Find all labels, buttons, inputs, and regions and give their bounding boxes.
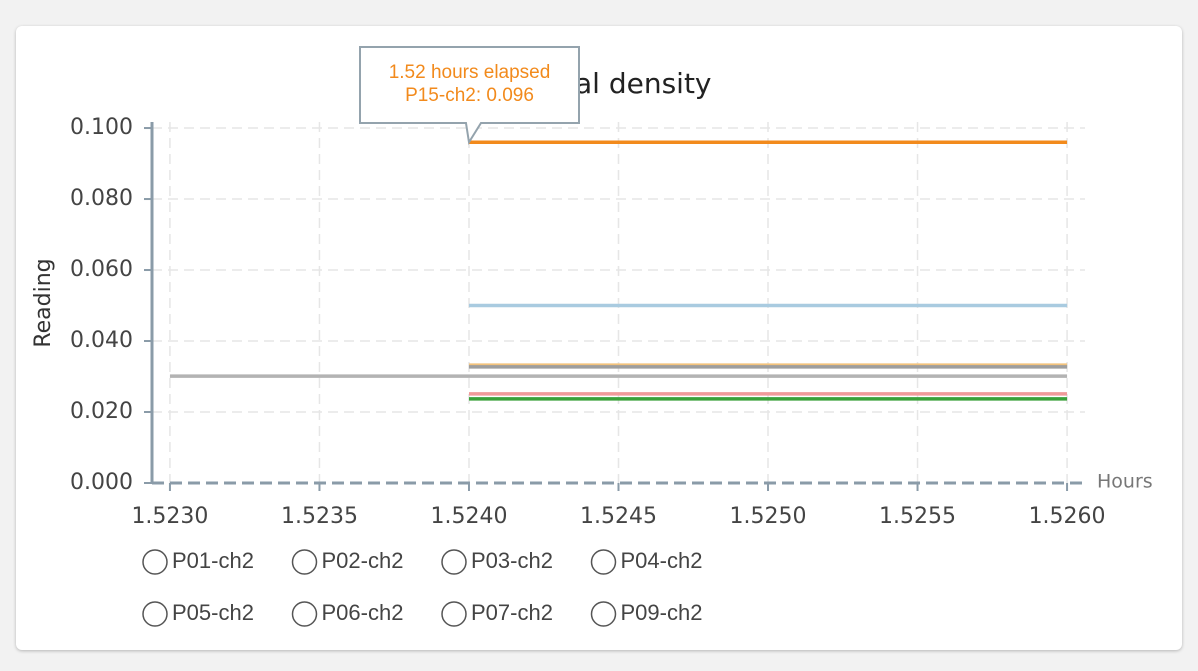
legend-label: P09-ch2 — [621, 600, 703, 625]
y-tick-label: 0.020 — [70, 399, 133, 424]
legend-radio — [441, 549, 467, 575]
legend-label: P05-ch2 — [172, 600, 254, 625]
legend-item[interactable]: P01-ch2 — [142, 548, 254, 575]
y-tick-label: 0.040 — [70, 328, 133, 353]
chart-card — [16, 26, 1182, 650]
legend-label: P04-ch2 — [621, 548, 703, 573]
y-tick-label: 0.060 — [70, 257, 133, 282]
legend-item[interactable]: P04-ch2 — [590, 548, 703, 575]
legend-radio — [291, 549, 318, 575]
legend-item[interactable]: P09-ch2 — [590, 600, 703, 627]
tooltip-box — [359, 46, 580, 146]
tooltip-text: P15-ch2: 0.096 — [405, 85, 534, 106]
x-tick-label: 1.5240 — [430, 504, 507, 529]
x-tick-label: 1.5255 — [879, 504, 956, 529]
legend-radio — [142, 601, 168, 627]
y-axis-label: Reading — [31, 258, 56, 347]
x-tick-label: 1.5250 — [730, 504, 807, 529]
legend-radio — [441, 601, 467, 627]
legend-item[interactable]: P05-ch2 — [142, 600, 254, 627]
legend-radio — [590, 601, 617, 627]
legend-label: P03-ch2 — [471, 548, 553, 573]
legend-label: P02-ch2 — [322, 548, 404, 573]
tooltip-text: 1.52 hours elapsed — [389, 62, 551, 83]
legend-label: P01-ch2 — [172, 548, 254, 573]
x-tick-label: 1.5235 — [281, 504, 358, 529]
legend-item[interactable]: P02-ch2 — [291, 548, 404, 575]
x-tick-label: 1.5245 — [580, 504, 657, 529]
legend-radio — [142, 549, 168, 575]
legend-label: P06-ch2 — [322, 600, 404, 625]
chart-title: al density — [575, 67, 712, 100]
y-tick-label: 0.080 — [70, 186, 133, 211]
legend-label: P07-ch2 — [471, 600, 553, 625]
legend-radio — [590, 549, 617, 575]
x-tick-label: 1.5260 — [1029, 504, 1106, 529]
y-tick-label: 0.000 — [70, 470, 133, 495]
legend-radio — [291, 601, 318, 627]
x-tick-label: 1.5230 — [131, 504, 208, 529]
legend-item[interactable]: P07-ch2 — [441, 600, 553, 627]
legend-item[interactable]: P06-ch2 — [291, 600, 404, 627]
legend-item[interactable]: P03-ch2 — [441, 548, 553, 575]
y-tick-label: 0.100 — [70, 115, 133, 140]
x-axis-label: Hours — [1097, 471, 1153, 493]
